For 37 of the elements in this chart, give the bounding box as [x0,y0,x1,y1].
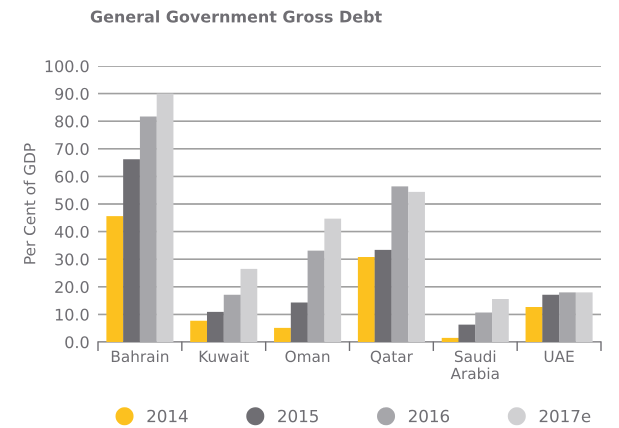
bar [576,292,593,342]
y-tick-label: 80.0 [55,115,89,128]
bar [408,192,425,342]
y-tick-label: 0.0 [65,336,89,348]
x-tick-label: Qatar [370,350,413,364]
bar [224,294,241,342]
legend-label: 2017e [540,410,590,422]
bar [442,338,458,342]
bar [324,218,342,342]
bar [559,292,576,342]
y-tick-label: 20.0 [55,281,89,294]
y-tick-label: 10.0 [56,308,89,321]
x-tick-label: UAE [544,350,574,362]
bar [358,256,375,342]
legend-label: 2015 [278,410,318,422]
bar [106,216,124,342]
y-tick-label: 50.0 [55,198,89,210]
x-tick-label: Bahrain [112,350,168,362]
y-tick-label: 60.0 [55,170,89,183]
bar [492,298,509,342]
y-tick-label: 100.0 [46,60,89,72]
x-tick-label: Kuwait [200,350,249,362]
legend-label: 2014 [147,410,188,422]
bar [190,320,207,342]
y-tick-label: 40.0 [54,226,89,238]
y-axis-title: Per Cent of GDP [24,143,36,264]
bar [240,268,258,342]
bar [156,94,174,342]
x-tick-label: Saudi Arabia [450,350,499,380]
bar [274,328,291,342]
legend-label: 2016 [408,410,450,422]
bar [526,306,542,342]
x-tick-label: Oman [285,350,330,362]
y-tick-label: 70.0 [55,143,89,156]
chart-title: General Government Gross Debt [90,10,382,23]
y-tick-label: 90.0 [55,88,89,100]
y-tick-label: 30.0 [55,253,89,266]
